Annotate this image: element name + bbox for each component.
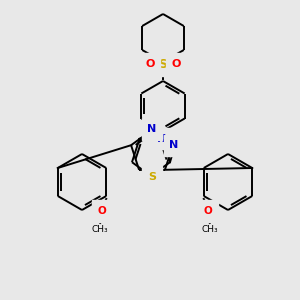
Text: CH₃: CH₃	[201, 224, 218, 233]
Text: O: O	[98, 206, 106, 216]
Text: O: O	[145, 59, 155, 69]
Text: N: N	[157, 134, 167, 144]
Text: S: S	[148, 172, 156, 182]
Text: CH₃: CH₃	[92, 224, 109, 233]
Text: O: O	[171, 59, 181, 69]
Text: O: O	[203, 206, 212, 216]
Text: N: N	[158, 56, 168, 66]
Text: N: N	[147, 124, 157, 134]
Text: S: S	[158, 58, 167, 70]
Text: N: N	[169, 140, 178, 150]
